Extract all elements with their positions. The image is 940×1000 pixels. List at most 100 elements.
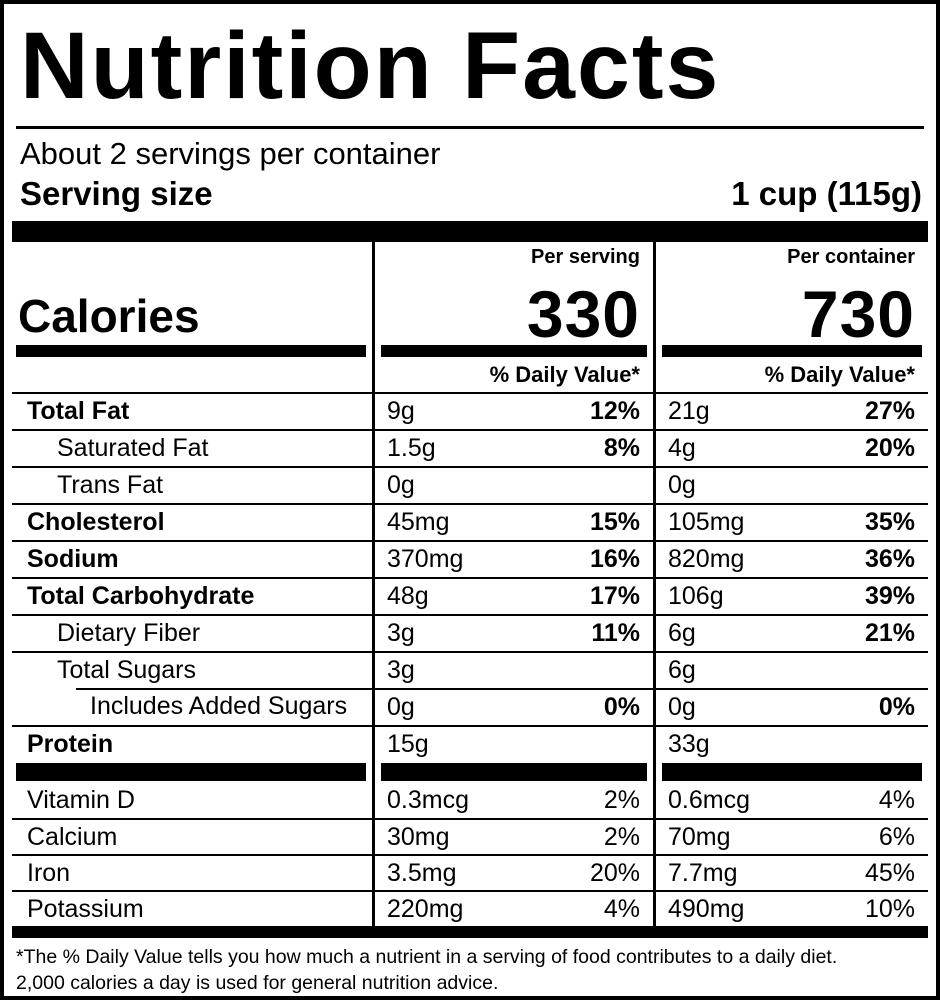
medium-bar-container <box>653 345 928 358</box>
thick-bar-serving <box>372 762 653 783</box>
daily-value: 12% <box>589 397 640 426</box>
row-trans-fat-container: 0g <box>653 466 928 504</box>
thick-bar-container <box>653 762 928 783</box>
amount: 3g <box>387 656 415 685</box>
amount: 15g <box>387 730 429 759</box>
dv-header-container: % Daily Value* <box>653 357 928 393</box>
amount: 490mg <box>668 894 745 923</box>
daily-value: 35% <box>864 508 915 537</box>
per-serving-header: Per serving <box>531 246 640 269</box>
daily-value: 2% <box>603 822 640 851</box>
row-cholesterol-label: Cholesterol <box>12 503 372 540</box>
amount: 820mg <box>668 545 745 574</box>
row-iron-serving: 3.5mg 20% <box>372 854 653 891</box>
row-saturated-fat-container: 4g 20% <box>653 429 928 467</box>
serving-size-label: Serving size <box>20 175 213 213</box>
daily-value: 4% <box>878 785 915 814</box>
calories-per-serving-cell: Per serving 330 <box>372 242 653 347</box>
serving-size-value: 1 cup (115g) <box>731 175 922 213</box>
row-cholesterol-serving: 45mg 15% <box>372 503 653 541</box>
daily-value: 17% <box>589 582 640 611</box>
row-total-sugars-serving: 3g <box>372 651 653 689</box>
daily-value: 10% <box>864 894 915 923</box>
row-total-fat-serving: 9g 12% <box>372 392 653 430</box>
row-added-sugars-container: 0g 0% <box>653 688 928 726</box>
thick-bar-top <box>12 221 928 243</box>
daily-value: 6% <box>878 822 915 851</box>
amount: 21g <box>668 397 710 426</box>
daily-value: 20% <box>864 434 915 463</box>
daily-value: 0% <box>878 693 915 722</box>
amount: 48g <box>387 582 429 611</box>
daily-value: 20% <box>589 858 640 887</box>
row-vitamin-d-label: Vitamin D <box>27 785 135 814</box>
row-dietary-fiber-container: 6g 21% <box>653 614 928 652</box>
row-iron-label: Iron <box>12 854 372 890</box>
row-dietary-fiber-label: Dietary Fiber <box>12 614 372 651</box>
row-saturated-fat-label: Saturated Fat <box>12 429 372 466</box>
amount: 3g <box>387 619 415 648</box>
amount: 0.3mcg <box>387 785 469 814</box>
nutrition-table: Calories Per serving 330 Per container 7… <box>12 242 928 927</box>
daily-value: 0% <box>603 693 640 722</box>
row-total-sugars-label: Total Sugars <box>12 651 372 688</box>
row-total-carbohydrate-container: 106g 39% <box>653 577 928 615</box>
amount: 30mg <box>387 822 450 851</box>
title-divider <box>16 126 924 130</box>
calories-per-container-value: 730 <box>801 277 915 352</box>
row-trans-fat-serving: 0g <box>372 466 653 504</box>
amount: 0g <box>387 693 415 722</box>
row-calcium-serving: 30mg 2% <box>372 818 653 855</box>
amount: 0g <box>668 693 696 722</box>
row-vitamin-d-container: 0.6mcg 4% <box>653 782 928 819</box>
row-added-sugars-label: Includes Added Sugars <box>12 688 372 725</box>
amount: 7.7mg <box>668 858 738 887</box>
daily-value: 16% <box>589 545 640 574</box>
medium-bar-left <box>12 345 372 358</box>
daily-value: 45% <box>864 858 915 887</box>
amount: 0g <box>668 471 696 500</box>
footnote-line-2: 2,000 calories a day is used for general… <box>16 971 499 994</box>
amount: 9g <box>387 397 415 426</box>
amount: 45mg <box>387 508 450 537</box>
dv-header-serving: % Daily Value* <box>372 357 653 393</box>
row-protein-container: 33g <box>653 725 928 763</box>
dv-header-spacer <box>12 357 372 392</box>
per-container-header: Per container <box>787 246 915 269</box>
row-total-sugars-container: 6g <box>653 651 928 689</box>
row-sodium-container: 820mg 36% <box>653 540 928 578</box>
amount: 0.6mcg <box>668 785 750 814</box>
daily-value: 11% <box>591 619 640 648</box>
amount: 0g <box>387 471 415 500</box>
thick-bar-bottom <box>12 926 928 939</box>
row-protein-serving: 15g <box>372 725 653 763</box>
amount: 1.5g <box>387 434 436 463</box>
row-trans-fat-label: Trans Fat <box>12 466 372 503</box>
daily-value: 36% <box>864 545 915 574</box>
footnote-line-1: *The % Daily Value tells you how much a … <box>16 946 838 969</box>
daily-value: 8% <box>603 434 640 463</box>
label-title: Nutrition Facts <box>20 13 721 119</box>
row-calcium-container: 70mg 6% <box>653 818 928 855</box>
row-protein-label: Protein <box>12 725 372 762</box>
row-potassium-label: Potassium <box>12 890 372 926</box>
amount: 6g <box>668 656 696 685</box>
amount: 220mg <box>387 894 464 923</box>
daily-value: 27% <box>864 397 915 426</box>
amount: 6g <box>668 619 696 648</box>
amount: 370mg <box>387 545 464 574</box>
daily-value: 15% <box>589 508 640 537</box>
row-potassium-container: 490mg 10% <box>653 890 928 927</box>
row-saturated-fat-serving: 1.5g 8% <box>372 429 653 467</box>
amount: 4g <box>668 434 696 463</box>
daily-value: 21% <box>864 619 915 648</box>
row-vitamin-d-serving: 0.3mcg 2% <box>372 782 653 819</box>
row-total-carbohydrate-serving: 48g 17% <box>372 577 653 615</box>
calories-label: Calories <box>18 290 200 343</box>
amount: 105mg <box>668 508 745 537</box>
row-total-fat-container: 21g 27% <box>653 392 928 430</box>
row-sodium-label: Sodium <box>12 540 372 577</box>
row-added-sugars-serving: 0g 0% <box>372 688 653 726</box>
thick-bar-left <box>12 762 372 782</box>
